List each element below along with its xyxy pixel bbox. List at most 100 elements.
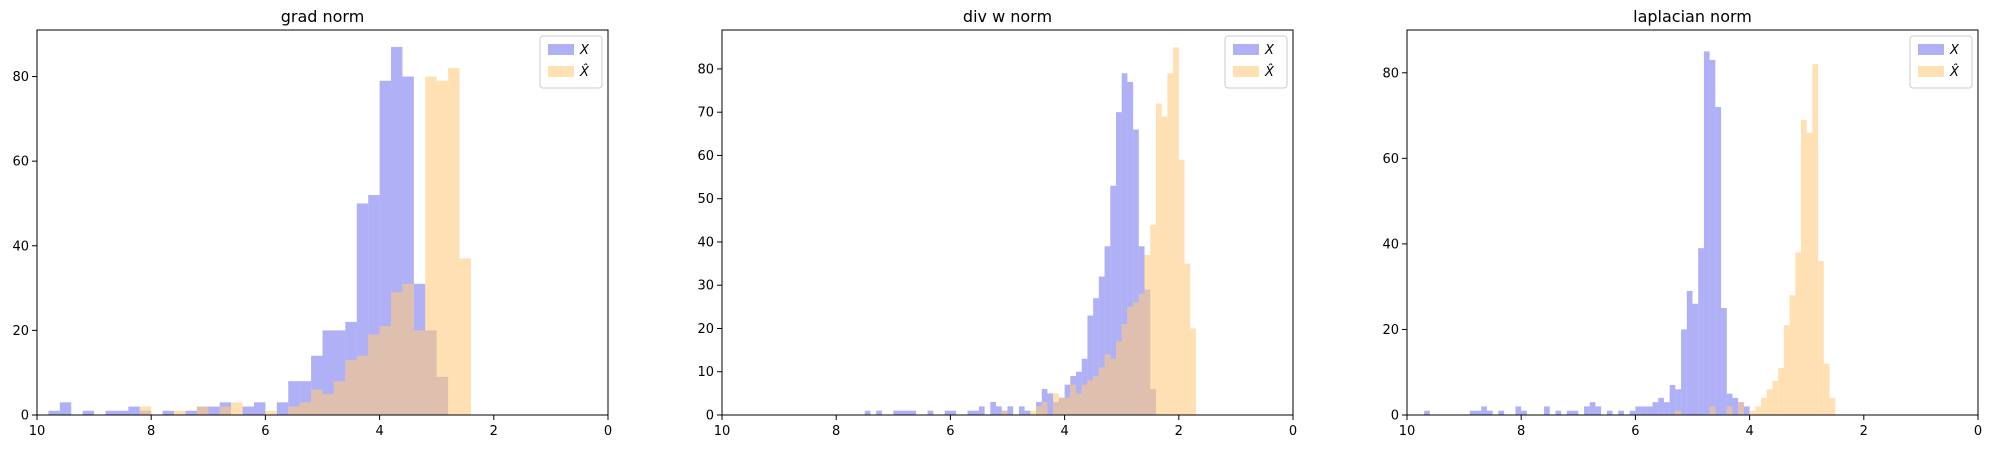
bar	[876, 410, 882, 415]
bar	[1104, 246, 1111, 415]
bar	[1098, 367, 1105, 415]
bar	[413, 330, 426, 415]
y-tick-label: 20	[12, 324, 29, 339]
plot-frame	[1406, 29, 1979, 416]
bar	[105, 410, 117, 415]
bar	[893, 410, 917, 415]
bar	[116, 410, 129, 415]
x-tick-label: 6	[1631, 424, 1639, 439]
legend-label: X̂	[1264, 65, 1275, 80]
bar	[1732, 397, 1739, 415]
bar	[1081, 384, 1088, 415]
bar	[1789, 295, 1796, 415]
x-tick-label: 2	[1860, 424, 1868, 439]
bar	[1486, 410, 1493, 415]
bar	[368, 334, 380, 415]
bar	[356, 355, 369, 415]
bar	[379, 80, 392, 416]
bar	[345, 360, 357, 415]
bar	[1703, 51, 1710, 415]
legend-swatch	[1233, 66, 1259, 77]
legend-label: X	[579, 43, 590, 58]
bar	[174, 410, 186, 415]
bar	[1127, 306, 1134, 415]
bar	[1806, 132, 1813, 416]
x-tick-label: 4	[1745, 424, 1753, 439]
bar	[1138, 293, 1145, 415]
bar	[162, 410, 175, 415]
legend-swatch	[1918, 44, 1944, 55]
x-tick-label: 4	[1060, 424, 1068, 439]
series-x-hat	[139, 68, 471, 416]
bar	[1544, 406, 1550, 415]
bar	[1709, 59, 1716, 415]
bar	[402, 76, 414, 415]
bar	[1167, 73, 1174, 415]
bar	[1041, 402, 1048, 415]
bar	[1498, 410, 1505, 415]
x-tick-label: 10	[1399, 424, 1416, 439]
bar	[1749, 410, 1756, 415]
bar	[333, 330, 346, 415]
series-x-hat	[1675, 64, 1836, 416]
bar	[1469, 410, 1476, 415]
bar	[1675, 410, 1682, 415]
bar	[967, 410, 979, 415]
bar	[1795, 252, 1801, 415]
bar	[1641, 406, 1647, 415]
x-tick-label: 0	[1289, 424, 1297, 439]
bar	[1110, 358, 1116, 415]
bar	[1829, 397, 1836, 415]
bar	[1818, 261, 1824, 415]
x-tick-label: 0	[1974, 424, 1982, 439]
bar	[322, 393, 334, 415]
bar	[1150, 224, 1156, 415]
bar	[139, 406, 152, 415]
y-tick-label: 80	[697, 62, 714, 77]
bar	[425, 76, 437, 415]
bar	[1743, 406, 1750, 415]
bar	[1121, 324, 1128, 415]
bar	[1589, 402, 1596, 415]
bar	[1133, 302, 1139, 415]
bar	[864, 410, 871, 415]
bar	[1001, 410, 1008, 415]
bar	[1190, 328, 1196, 415]
bar	[448, 68, 460, 415]
bar	[1098, 276, 1105, 415]
chart-title: laplacian norm	[1633, 7, 1752, 26]
bar	[311, 355, 323, 415]
bar	[1481, 406, 1487, 415]
legend: X X̂	[1909, 35, 1973, 89]
y-tick-label: 80	[1382, 66, 1399, 81]
y-tick-label: 60	[697, 149, 714, 164]
legend: X X̂	[539, 35, 603, 89]
bar	[1606, 410, 1613, 415]
bar	[276, 402, 289, 415]
bar	[1007, 406, 1014, 415]
y-tick-label: 20	[1382, 323, 1399, 338]
legend-swatch	[548, 66, 574, 77]
y-tick-label: 70	[697, 106, 714, 121]
bar	[1766, 389, 1773, 415]
bar	[1104, 354, 1111, 415]
x-tick-label: 6	[946, 424, 954, 439]
bar	[1133, 129, 1139, 416]
bar	[379, 326, 392, 415]
bar	[1058, 397, 1065, 415]
bar	[356, 203, 369, 415]
bar	[1812, 64, 1819, 415]
bar	[1475, 410, 1482, 415]
bar	[59, 402, 72, 415]
bar	[1110, 185, 1116, 415]
y-tick-label: 10	[697, 365, 714, 380]
bar	[1823, 363, 1830, 415]
bar	[1521, 410, 1527, 415]
bar	[1070, 384, 1077, 415]
bar	[1646, 406, 1653, 415]
bar	[1721, 308, 1727, 415]
bar	[1144, 254, 1151, 415]
bar	[299, 402, 312, 415]
bar	[48, 410, 60, 415]
